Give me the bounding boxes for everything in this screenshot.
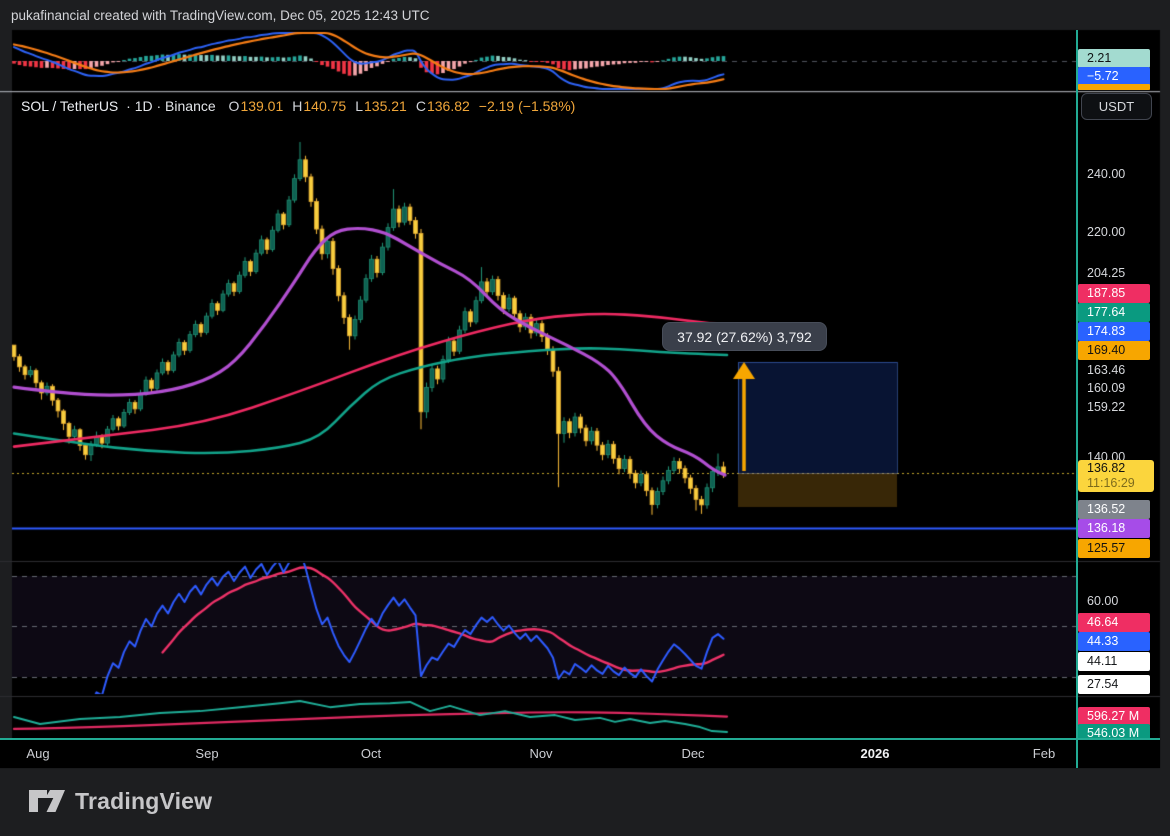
time-axis-label-Aug: Aug [26,746,50,761]
time-axis-label-Nov: Nov [529,746,553,761]
time-axis-label-Dec: Dec [681,746,705,761]
ohlc-field-value-H: 140.75 [303,98,347,114]
time-axis[interactable]: Aug Sep Oct Nov Dec 2026 Feb [0,738,1160,768]
tradingview-logo-text: TradingView [75,787,213,814]
price-axis-label: 169.40 [1078,340,1150,360]
price-axis-label: 174.83 [1078,321,1150,341]
rsi-axis-label: 44.11 [1078,651,1150,671]
tradingview-logo-icon [29,790,65,812]
ohlc-field-value-O: 139.01 [240,98,284,114]
price-axis-label: 163.46 [1087,362,1126,377]
price-axis-label: 160.09 [1087,380,1126,395]
volume-axis-label: 596.27 M [1078,706,1150,726]
symbol-name[interactable]: SOL / TetherUS [21,98,119,114]
price-axis-label: 159.22 [1087,399,1126,414]
price-axis-label: 240.00 [1087,166,1126,181]
price-axis-label: 220.00 [1087,224,1126,239]
time-axis-label-Oct: Oct [360,746,382,761]
ohlc-field-value-C: 136.82 [426,98,470,114]
bar-countdown: 11:16:29 [1087,476,1135,490]
attribution-bar: pukafinancial created with TradingView.c… [0,0,1170,30]
price-axis-label: 125.57 [1078,538,1150,558]
price-axis-label: 177.64 [1078,302,1150,322]
price-axis-label: 187.85 [1078,283,1150,303]
macd-axis-label: −5.72 [1078,66,1150,86]
current-price-label: 136.82 11:16:29 [1078,460,1154,492]
macd-signal-label-clipped [1078,84,1150,90]
time-axis-label-2026: 2026 [860,746,890,761]
symbol-info[interactable]: SOL / TetherUS · 1D · Binance O139.01 H14… [21,96,575,116]
rsi-axis-label: 27.54 [1078,674,1150,694]
ohlc-field-label-C: C [415,98,426,114]
price-axis-label: 136.52 [1078,499,1150,519]
currency-toggle-button[interactable]: USDT [1081,93,1152,120]
ohlc-field-label-H: H [292,98,303,114]
price-axis-label: 204.25 [1087,265,1126,280]
price-change: −2.19 (−1.58%) [478,98,576,114]
measure-tooltip: 37.92 (27.62%) 3,792 [662,322,827,351]
attribution-text: pukafinancial created with TradingView.c… [11,7,430,23]
symbol-descriptor: · 1D · Binance [126,98,216,114]
price-axis-label: 136.18 [1078,518,1150,538]
price-axis-border [1076,30,1078,768]
tradingview-logo[interactable]: TradingView [28,786,212,816]
ohlc-field-label-O: O [228,98,240,114]
current-price-value: 136.82 [1087,461,1126,475]
ohlc-values: O139.01 H140.75 L135.21 C136.82 −2.19 (−1.58… [220,98,576,114]
rsi-axis-label: 46.64 [1078,612,1150,632]
ohlc-field-label-L: L [355,98,364,114]
ohlc-field-value-L: 135.21 [364,98,407,114]
volume-axis-label: 546.03 M [1078,723,1150,743]
time-axis-label-Feb: Feb [1032,746,1056,761]
macd-axis-label: 2.21 [1078,48,1150,68]
time-axis-label-Sep: Sep [195,746,219,761]
rsi-axis-label: 60.00 [1087,593,1119,608]
rsi-axis-label: 44.33 [1078,631,1150,651]
